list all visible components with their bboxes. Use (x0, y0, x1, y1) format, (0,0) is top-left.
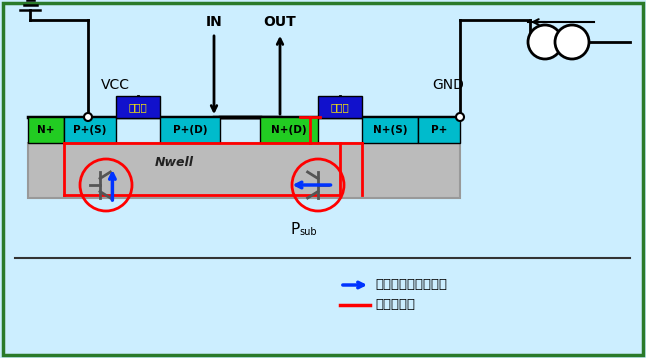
Bar (418, 117, 460, 143)
Text: N+(D): N+(D) (271, 125, 307, 135)
Circle shape (528, 25, 562, 59)
Bar (28, 143, 460, 198)
Bar (318, 96, 362, 118)
Text: IN: IN (205, 15, 222, 29)
Bar (116, 96, 160, 118)
Text: OUT: OUT (264, 15, 297, 29)
Text: ：寄生回路: ：寄生回路 (375, 299, 415, 311)
Text: GND: GND (432, 78, 464, 92)
Text: P+: P+ (431, 125, 447, 135)
Bar (362, 117, 418, 143)
Text: Nwell: Nwell (155, 155, 194, 169)
Circle shape (555, 25, 589, 59)
Text: ゲート: ゲート (331, 102, 349, 112)
Text: ゲート: ゲート (129, 102, 147, 112)
Bar (260, 117, 318, 143)
Text: ：電流の流れる方向: ：電流の流れる方向 (375, 279, 447, 291)
Bar (28, 117, 64, 143)
Circle shape (456, 113, 464, 121)
Text: P+(S): P+(S) (73, 125, 107, 135)
FancyBboxPatch shape (3, 3, 643, 355)
Text: N+(S): N+(S) (373, 125, 407, 135)
Bar (64, 117, 116, 143)
Text: N+: N+ (37, 125, 55, 135)
Text: sub: sub (299, 227, 317, 237)
Circle shape (84, 113, 92, 121)
Bar (160, 117, 220, 143)
Text: VCC: VCC (101, 78, 129, 92)
Text: P+(D): P+(D) (172, 125, 207, 135)
Text: P: P (290, 223, 299, 237)
